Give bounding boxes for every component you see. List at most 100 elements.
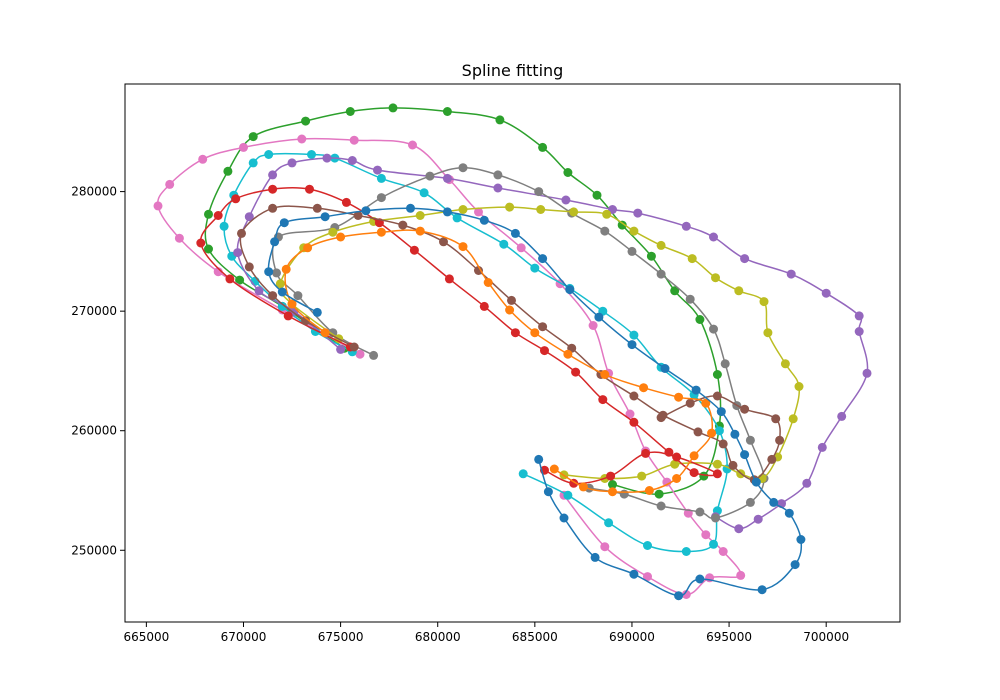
series-6-point bbox=[759, 297, 769, 307]
series-1-point bbox=[495, 115, 505, 125]
y-axis: 250000 260000 270000 280000 bbox=[71, 185, 125, 557]
series-1-point bbox=[608, 480, 617, 489]
series-8-point bbox=[728, 460, 738, 470]
series-5-point bbox=[685, 294, 695, 304]
series-10-point bbox=[406, 203, 415, 213]
y-tick-label: 260000 bbox=[71, 424, 117, 438]
series-6-point bbox=[780, 359, 790, 369]
series-8-point bbox=[656, 413, 666, 423]
series-4-point bbox=[681, 221, 691, 231]
series-6-spline bbox=[279, 206, 801, 481]
series-3-point bbox=[643, 541, 652, 550]
series-10-point bbox=[442, 207, 452, 217]
series-3-point bbox=[452, 213, 462, 223]
series-7-point bbox=[689, 468, 699, 478]
series-9-point bbox=[336, 232, 346, 242]
series-5-point bbox=[720, 359, 730, 369]
series-10-point bbox=[538, 254, 548, 264]
series-7-point bbox=[341, 197, 351, 207]
series-5-point bbox=[369, 350, 379, 360]
x-tick-label: 680000 bbox=[415, 630, 461, 644]
series-4-point bbox=[802, 478, 812, 488]
plot-area bbox=[153, 103, 872, 601]
series-6-point bbox=[569, 207, 579, 217]
series-2-point bbox=[174, 233, 184, 243]
series-2-point bbox=[239, 142, 248, 152]
series-9-point bbox=[644, 486, 654, 495]
series-7-point bbox=[606, 471, 616, 481]
plot-frame bbox=[124, 83, 901, 623]
series-1-point bbox=[204, 244, 213, 254]
series-2-point bbox=[165, 179, 175, 189]
series-3-point bbox=[307, 150, 316, 159]
series-4-point bbox=[786, 269, 796, 279]
series-10-point bbox=[279, 218, 289, 228]
series-1-point bbox=[646, 251, 656, 261]
series-9-point bbox=[483, 278, 493, 287]
series-4-point bbox=[373, 165, 382, 175]
series-2-point bbox=[297, 134, 307, 144]
series-10-point bbox=[565, 285, 575, 295]
series-8-point bbox=[712, 391, 722, 401]
x-tick-label: 685000 bbox=[512, 630, 558, 644]
series-10-point bbox=[312, 307, 322, 317]
series-7-point bbox=[409, 245, 419, 255]
y-tick-label: 270000 bbox=[71, 304, 117, 318]
series-8-point bbox=[439, 237, 448, 247]
series-1-point bbox=[563, 168, 573, 177]
series-7-point bbox=[305, 184, 314, 194]
series-8-point bbox=[775, 435, 785, 445]
series-1-point bbox=[538, 142, 548, 152]
series-4-point bbox=[633, 208, 643, 218]
series-6-point bbox=[763, 328, 773, 338]
series-4-point bbox=[817, 442, 827, 452]
series-9 bbox=[281, 226, 717, 497]
series-4-point bbox=[709, 232, 718, 242]
x-tick-label: 665000 bbox=[123, 630, 169, 644]
series-7-point bbox=[641, 448, 651, 458]
series-7-point bbox=[213, 211, 223, 220]
series-5-point bbox=[272, 268, 281, 278]
series-5-point bbox=[534, 187, 544, 197]
series-1-point bbox=[712, 370, 722, 379]
series-2-point bbox=[736, 570, 746, 580]
series-8-point bbox=[771, 414, 781, 424]
series-2-point bbox=[408, 140, 417, 150]
series-9-point bbox=[281, 264, 291, 274]
series-3-point bbox=[714, 426, 724, 436]
x-axis: 665000 670000 675000 680000 685000 690000 6950… bbox=[123, 622, 849, 644]
series-9-point bbox=[672, 474, 682, 483]
series-4-point bbox=[821, 288, 831, 298]
series-9-point bbox=[320, 328, 330, 338]
series-6-point bbox=[656, 240, 666, 250]
series-7-point bbox=[196, 238, 206, 248]
series-3-point bbox=[604, 518, 614, 528]
series-3-point bbox=[499, 239, 509, 249]
series-1-point bbox=[301, 116, 311, 126]
series-3-point bbox=[419, 188, 429, 198]
series-10-point bbox=[790, 560, 800, 570]
series-9-point bbox=[530, 328, 540, 338]
series-9-point bbox=[376, 227, 386, 237]
series-10-point bbox=[543, 487, 553, 497]
series-6-point bbox=[415, 211, 425, 220]
series-2 bbox=[153, 134, 746, 599]
series-8-point bbox=[349, 342, 359, 352]
series-9-point bbox=[689, 451, 699, 461]
series-6-point bbox=[711, 273, 720, 283]
series-2-point bbox=[349, 135, 359, 145]
series-7-point bbox=[283, 311, 293, 321]
series-7-point bbox=[231, 194, 241, 204]
series-10-point bbox=[361, 206, 371, 216]
series-9-point bbox=[600, 370, 610, 379]
series-2-point bbox=[198, 154, 208, 164]
series-10-point bbox=[559, 513, 569, 523]
series-5-point bbox=[493, 170, 503, 180]
series-5-point bbox=[711, 513, 720, 523]
series-8-point bbox=[398, 220, 408, 230]
series-8-point bbox=[474, 266, 483, 275]
series-7-point bbox=[629, 417, 639, 427]
series-2-point bbox=[701, 530, 711, 540]
series-5-point bbox=[600, 226, 610, 236]
